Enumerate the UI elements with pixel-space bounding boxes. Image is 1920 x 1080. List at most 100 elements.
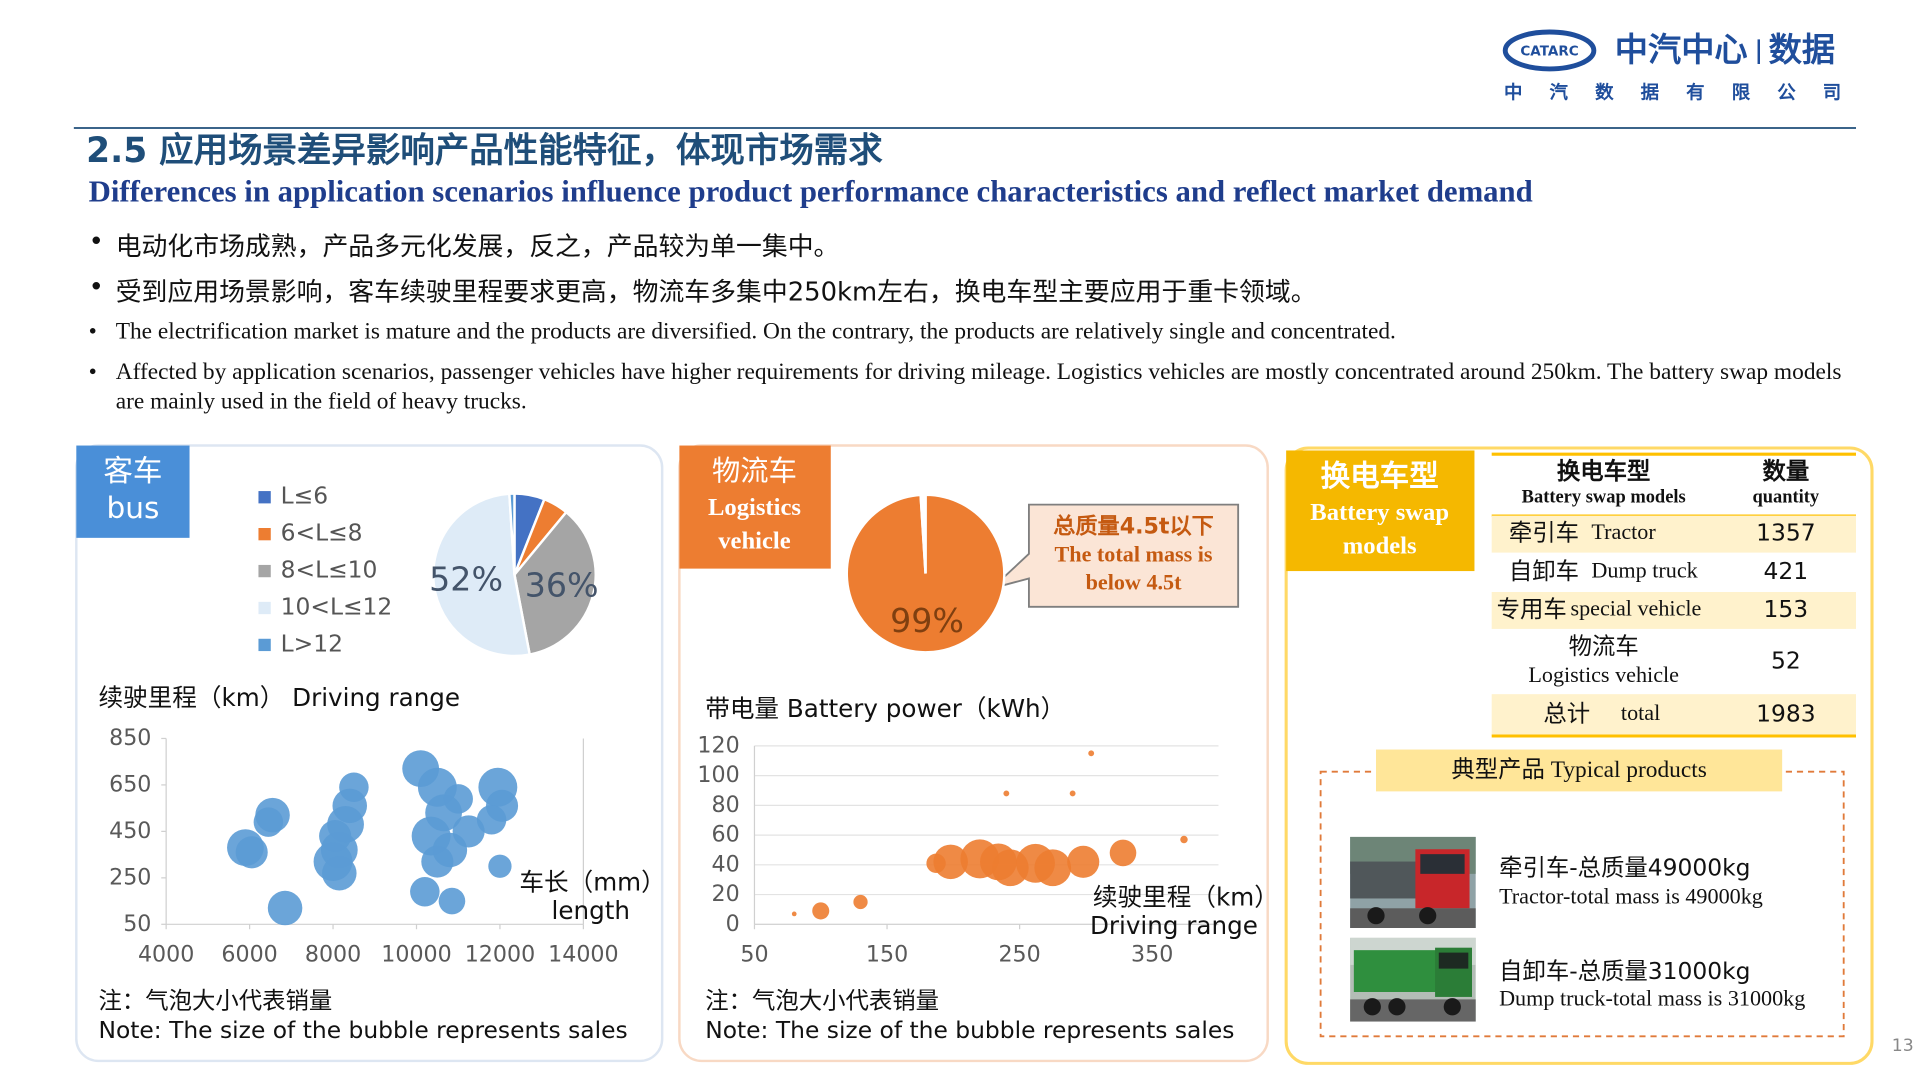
bubble [1069, 790, 1076, 797]
callout-en2: below 4.5t [1086, 570, 1183, 595]
bubble [253, 807, 284, 837]
y-tick-label: 120 [697, 732, 739, 758]
table-cell-qty: 1357 [1756, 519, 1816, 547]
x-tick-label: 14000 [548, 942, 618, 968]
table-header-en: quantity [1753, 487, 1820, 507]
y-tick-label: 40 [712, 851, 740, 877]
bullet: • The electrification market is mature an… [89, 318, 1861, 348]
tag-swap-cn: 换电车型 [1321, 459, 1439, 493]
pie-slice [919, 493, 927, 574]
typical-1-cn: 牵引车-总质量49000kg [1499, 853, 1750, 881]
panel-bus [75, 444, 664, 1063]
bubble [452, 815, 485, 848]
bullet-text: 电动化市场成熟，产品多元化发展，反之，产品较为单一集中。 [115, 231, 840, 261]
title-en: Differences in application scenarios inf… [89, 175, 1533, 209]
bubble [322, 855, 357, 891]
bullet-text: The electrification market is mature and… [115, 318, 1396, 345]
y-tick-label: 20 [712, 881, 740, 907]
tag-bus-en: bus [107, 491, 160, 525]
legend-label: 10<L≤12 [281, 592, 393, 620]
table-row-band [1491, 515, 1856, 553]
bullet-text: 受到应用场景影响，客车续驶里程要求更高，物流车多集中250km左右，换电车型主要… [115, 276, 1317, 307]
bubble [443, 784, 473, 814]
x-tick-label: 8000 [305, 942, 361, 968]
typical-2-en: Dump truck-total mass is 31000kg [1499, 986, 1805, 1011]
typical-2-cn: 自卸车-总质量31000kg [1499, 957, 1750, 985]
table-cell-cn: 总计 [1543, 700, 1590, 728]
logo-text: CATARC [1520, 44, 1578, 60]
y-axis-title: 续驶里程（km） Driving range [98, 683, 460, 712]
table-cell-en: Dump truck [1591, 557, 1698, 582]
typical-box [1319, 770, 1845, 1038]
legend-label: L>12 [281, 629, 343, 657]
panel-swap [1284, 446, 1874, 1065]
typical-1-en: Tractor-total mass is 49000kg [1499, 884, 1763, 909]
table-cell-en: Logistics vehicle [1528, 662, 1679, 687]
typical-band [1375, 749, 1783, 792]
brand-sub: 中 汽 数 据 有 限 公 司 [1504, 82, 1841, 104]
bubble [438, 887, 466, 915]
legend-swatch [258, 491, 271, 504]
bullet: • 电动化市场成熟，产品多元化发展，反之，产品较为单一集中。 [89, 226, 1861, 263]
note-en: Note: The size of the bubble represents … [98, 1016, 627, 1044]
panel-logistics [678, 444, 1269, 1063]
y-tick-label: 250 [109, 864, 151, 890]
y-tick-label: 100 [697, 762, 739, 788]
callout-en1: The total mass is [1054, 541, 1212, 566]
x-tick-label: 4000 [138, 942, 194, 968]
bubble [339, 772, 369, 802]
note-cn: 注：气泡大小代表销量 [98, 986, 332, 1014]
x-tick-label: 250 [998, 942, 1040, 968]
y-tick-label: 60 [712, 822, 740, 848]
table-cell-qty: 153 [1764, 595, 1809, 623]
note-cn: 注：气泡大小代表销量 [705, 986, 939, 1014]
table-cell-en: total [1621, 700, 1660, 725]
table-cell-cn: 物流车 [1569, 632, 1639, 660]
x-tick-label: 10000 [381, 942, 451, 968]
bullet: • 受到应用场景影响，客车续驶里程要求更高，物流车多集中250km左右，换电车型主… [89, 272, 1861, 309]
y-tick-label: 850 [109, 725, 151, 751]
y-axis-title: 带电量 Battery power（kWh） [705, 694, 1065, 723]
table-header: 数量 [1762, 457, 1809, 485]
table-header: 换电车型 [1557, 457, 1651, 485]
table-row-band [1491, 591, 1856, 629]
x-tick-label: 50 [740, 942, 768, 968]
bubble [267, 890, 303, 926]
table-cell-cn: 专用车 [1497, 595, 1567, 623]
x-axis-title-en: length [552, 896, 630, 925]
x-tick-label: 6000 [221, 942, 277, 968]
bubble [1067, 845, 1100, 878]
x-tick-label: 350 [1131, 942, 1173, 968]
x-tick-label: 12000 [465, 942, 535, 968]
table-header-en: Battery swap models [1522, 487, 1686, 507]
tag-swap [1286, 450, 1475, 572]
bubble [853, 894, 868, 910]
data-label: 36% [525, 565, 599, 604]
logo-ring [1502, 29, 1597, 72]
tag-logistics-en2: vehicle [718, 527, 791, 554]
legend-swatch [258, 601, 271, 615]
bubble [410, 877, 440, 907]
data-label: 99% [890, 601, 964, 640]
y-tick-label: 650 [109, 771, 151, 797]
table-cell-cn: 自卸车 [1509, 557, 1579, 585]
tag-swap-en1: Battery swap [1310, 499, 1449, 526]
tag-bus-cn: 客车 [103, 454, 162, 488]
bullet-text: Affected by application scenarios, passe… [115, 359, 1842, 415]
pie-slice [513, 510, 597, 657]
tag-logistics [679, 445, 831, 569]
pie-slice [508, 492, 516, 575]
bullet: • Affected by application scenarios, pass… [89, 358, 1861, 417]
table-cell-cn: 牵引车 [1509, 519, 1579, 547]
page-number: 13 [1892, 1036, 1914, 1056]
tag-logistics-en1: Logistics [708, 494, 801, 521]
x-axis-title-en: Driving range [1090, 911, 1258, 940]
brand: 中汽中心 [1615, 30, 1748, 69]
tag-logistics-cn: 物流车 [712, 455, 797, 488]
note-en: Note: The size of the bubble represents … [705, 1016, 1234, 1044]
bubble [476, 805, 507, 835]
bubble [319, 819, 352, 853]
bubble [791, 911, 797, 917]
